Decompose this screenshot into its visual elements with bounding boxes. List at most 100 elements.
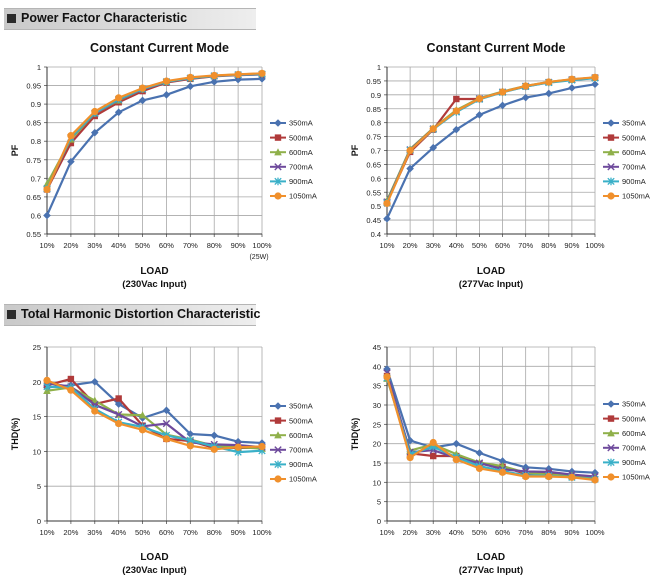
legend-marker-icon xyxy=(274,163,282,171)
y-tick-label: 0.5 xyxy=(371,202,381,211)
data-point xyxy=(429,125,437,133)
series-line xyxy=(385,76,596,203)
legend-item-350mA: 350mA xyxy=(270,119,313,128)
legend-marker-icon xyxy=(607,177,615,186)
data-point xyxy=(115,94,123,102)
data-point xyxy=(499,88,506,96)
y-tick-label: 30 xyxy=(373,401,381,410)
legend-label: 350mA xyxy=(622,119,646,128)
legend-label: 600mA xyxy=(622,429,646,438)
data-point xyxy=(115,395,122,402)
data-point xyxy=(67,383,75,391)
data-point xyxy=(406,436,414,445)
x-tick-label: 100% xyxy=(252,241,272,250)
data-point xyxy=(90,109,99,117)
data-point xyxy=(258,70,266,79)
x-tick-label: 90% xyxy=(564,241,579,250)
legend-marker-icon xyxy=(274,446,282,454)
series-600mA xyxy=(43,383,266,452)
series-line xyxy=(386,83,596,220)
data-point xyxy=(498,467,507,475)
data-point xyxy=(406,146,414,155)
data-point xyxy=(67,133,75,142)
x-tick-label: 70% xyxy=(518,528,533,537)
legend-label: 600mA xyxy=(289,148,313,157)
legend-item-1050mA: 1050mA xyxy=(270,192,317,201)
legend-label: 1050mA xyxy=(622,473,650,482)
legend-marker-icon xyxy=(274,119,282,127)
annotation-25w: (25W) xyxy=(249,254,268,261)
data-point xyxy=(186,82,195,91)
data-point xyxy=(545,472,553,481)
y-tick-label: 1 xyxy=(37,63,41,72)
legend-item-600mA: 600mA xyxy=(603,429,646,438)
data-point xyxy=(568,473,576,481)
data-point xyxy=(452,450,461,458)
legend-label: 700mA xyxy=(289,163,313,172)
x-tick-label: 70% xyxy=(183,528,198,537)
series-line xyxy=(46,72,263,185)
data-point xyxy=(406,448,414,456)
series-1050mA xyxy=(43,376,266,453)
data-point xyxy=(210,72,218,80)
series-350mA xyxy=(383,365,599,477)
legend-label: 500mA xyxy=(289,416,313,425)
data-point xyxy=(258,439,266,447)
data-point xyxy=(591,468,599,477)
data-point xyxy=(186,73,194,81)
data-point xyxy=(475,462,484,470)
legend-item-350mA: 350mA xyxy=(603,400,646,409)
data-point xyxy=(430,126,437,133)
series-line xyxy=(46,385,263,454)
data-point xyxy=(43,383,51,392)
legend-label: 1050mA xyxy=(289,192,317,201)
series-500mA xyxy=(43,71,266,193)
x-tick-label: 10% xyxy=(39,241,54,250)
x-tick-label: 10% xyxy=(379,528,394,537)
x-tick-label: 80% xyxy=(541,241,556,250)
plot-area xyxy=(387,347,595,521)
legend-label: 350mA xyxy=(289,119,313,128)
data-point xyxy=(568,75,576,83)
x-tick-label: 50% xyxy=(135,241,150,250)
data-point xyxy=(522,470,529,478)
data-point xyxy=(258,69,266,77)
data-point xyxy=(544,470,553,478)
y-axis-label: THD(%) xyxy=(350,418,360,451)
y-tick-label: 5 xyxy=(377,498,381,507)
data-point xyxy=(430,452,437,460)
series-700mA xyxy=(43,70,266,193)
y-tick-label: 0.4 xyxy=(371,230,381,239)
data-point xyxy=(429,443,438,452)
x-tick-label: 40% xyxy=(449,241,464,250)
data-point xyxy=(162,419,171,428)
legend-label: 900mA xyxy=(622,458,646,467)
data-point xyxy=(210,440,218,449)
legend-label: 900mA xyxy=(289,177,313,186)
legend-marker-icon xyxy=(274,475,282,483)
data-point xyxy=(186,74,194,82)
data-point xyxy=(186,442,194,450)
legend-item-700mA: 700mA xyxy=(603,444,646,453)
x-tick-label: 30% xyxy=(87,241,102,250)
data-point xyxy=(498,87,507,95)
data-point xyxy=(453,452,460,460)
data-point xyxy=(498,88,507,96)
legend-marker-icon xyxy=(607,192,615,200)
data-point xyxy=(258,444,266,452)
data-point xyxy=(545,471,553,480)
legend-item-1050mA: 1050mA xyxy=(603,192,650,201)
data-point xyxy=(568,470,576,479)
legend-marker-icon xyxy=(607,458,615,467)
section-title-pf: Power Factor Characteristic xyxy=(21,11,188,25)
data-point xyxy=(43,379,51,387)
legend-marker-icon xyxy=(274,402,282,410)
series-700mA xyxy=(383,369,599,481)
data-point xyxy=(43,185,51,194)
legend-label: 700mA xyxy=(622,444,646,453)
legend-marker-icon xyxy=(274,134,282,141)
data-point xyxy=(114,410,123,419)
data-point xyxy=(544,89,553,98)
